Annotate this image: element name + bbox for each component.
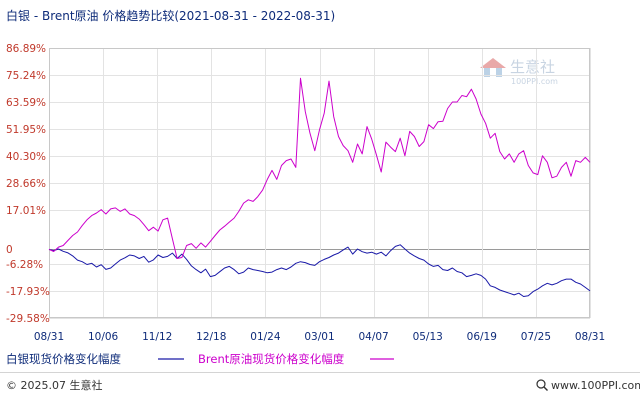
- magnifier-icon: [536, 379, 548, 391]
- x-tick-label: 01/24: [250, 331, 281, 343]
- y-tick-label: -17.93%: [6, 286, 50, 298]
- plot-frame: [49, 48, 590, 318]
- x-tick-label: 11/12: [142, 331, 172, 343]
- x-axis: 08/31 10/06 11/12 12/18 01/24 03/01 04/07 05/13…: [34, 331, 605, 343]
- watermark-url: 100PPI.com: [511, 77, 558, 86]
- x-tick-label: 03/01: [304, 331, 334, 343]
- y-axis: 86.89% 75.24% 63.59% 51.95% 40.30% 28.66% 17.0…: [6, 43, 50, 325]
- legend-brent-label: Brent原油现货价格变化幅度: [198, 352, 345, 366]
- x-tick-label: 07/25: [521, 331, 551, 343]
- x-tick-label: 04/07: [358, 331, 388, 343]
- x-tick-label: 05/13: [413, 331, 443, 343]
- series-layer: [48, 77, 591, 297]
- y-tick-label: 0: [6, 244, 13, 256]
- legend-silver-label: 白银现货价格变化幅度: [6, 352, 121, 366]
- y-tick-label: 28.66%: [6, 178, 46, 190]
- x-tick-label: 10/06: [88, 331, 119, 343]
- footer-copyright: © 2025.07 生意社: [6, 378, 102, 392]
- watermark-logo: 生意社 100PPI.com: [480, 58, 558, 86]
- series-line-silver: [48, 244, 591, 297]
- y-tick-label: 51.95%: [6, 124, 46, 136]
- y-tick-label: 40.30%: [6, 151, 46, 163]
- plot-border: [49, 48, 590, 318]
- x-tick-label: 12/18: [196, 331, 226, 343]
- house-icon: [480, 58, 506, 77]
- y-tick-label: 63.59%: [6, 97, 46, 109]
- y-tick-label: -6.28%: [6, 259, 43, 271]
- x-tick-label: 06/19: [467, 331, 497, 343]
- grid: [49, 48, 591, 319]
- chart-title: 白银 - Brent原油 价格趋势比较(2021-08-31 - 2022-08…: [6, 8, 335, 23]
- watermark-name: 生意社: [510, 58, 555, 76]
- y-tick-label: 75.24%: [6, 70, 46, 82]
- y-tick-label: -29.58%: [6, 313, 50, 325]
- y-tick-label: 86.89%: [6, 43, 46, 55]
- legend: 白银现货价格变化幅度 Brent原油现货价格变化幅度: [6, 352, 394, 366]
- footer-url: www.100PPI.com: [551, 379, 640, 392]
- series-line-brent: [48, 77, 591, 259]
- x-tick-label: 08/31: [575, 331, 605, 343]
- x-tick-label: 08/31: [34, 331, 64, 343]
- y-tick-label: 17.01%: [6, 205, 46, 217]
